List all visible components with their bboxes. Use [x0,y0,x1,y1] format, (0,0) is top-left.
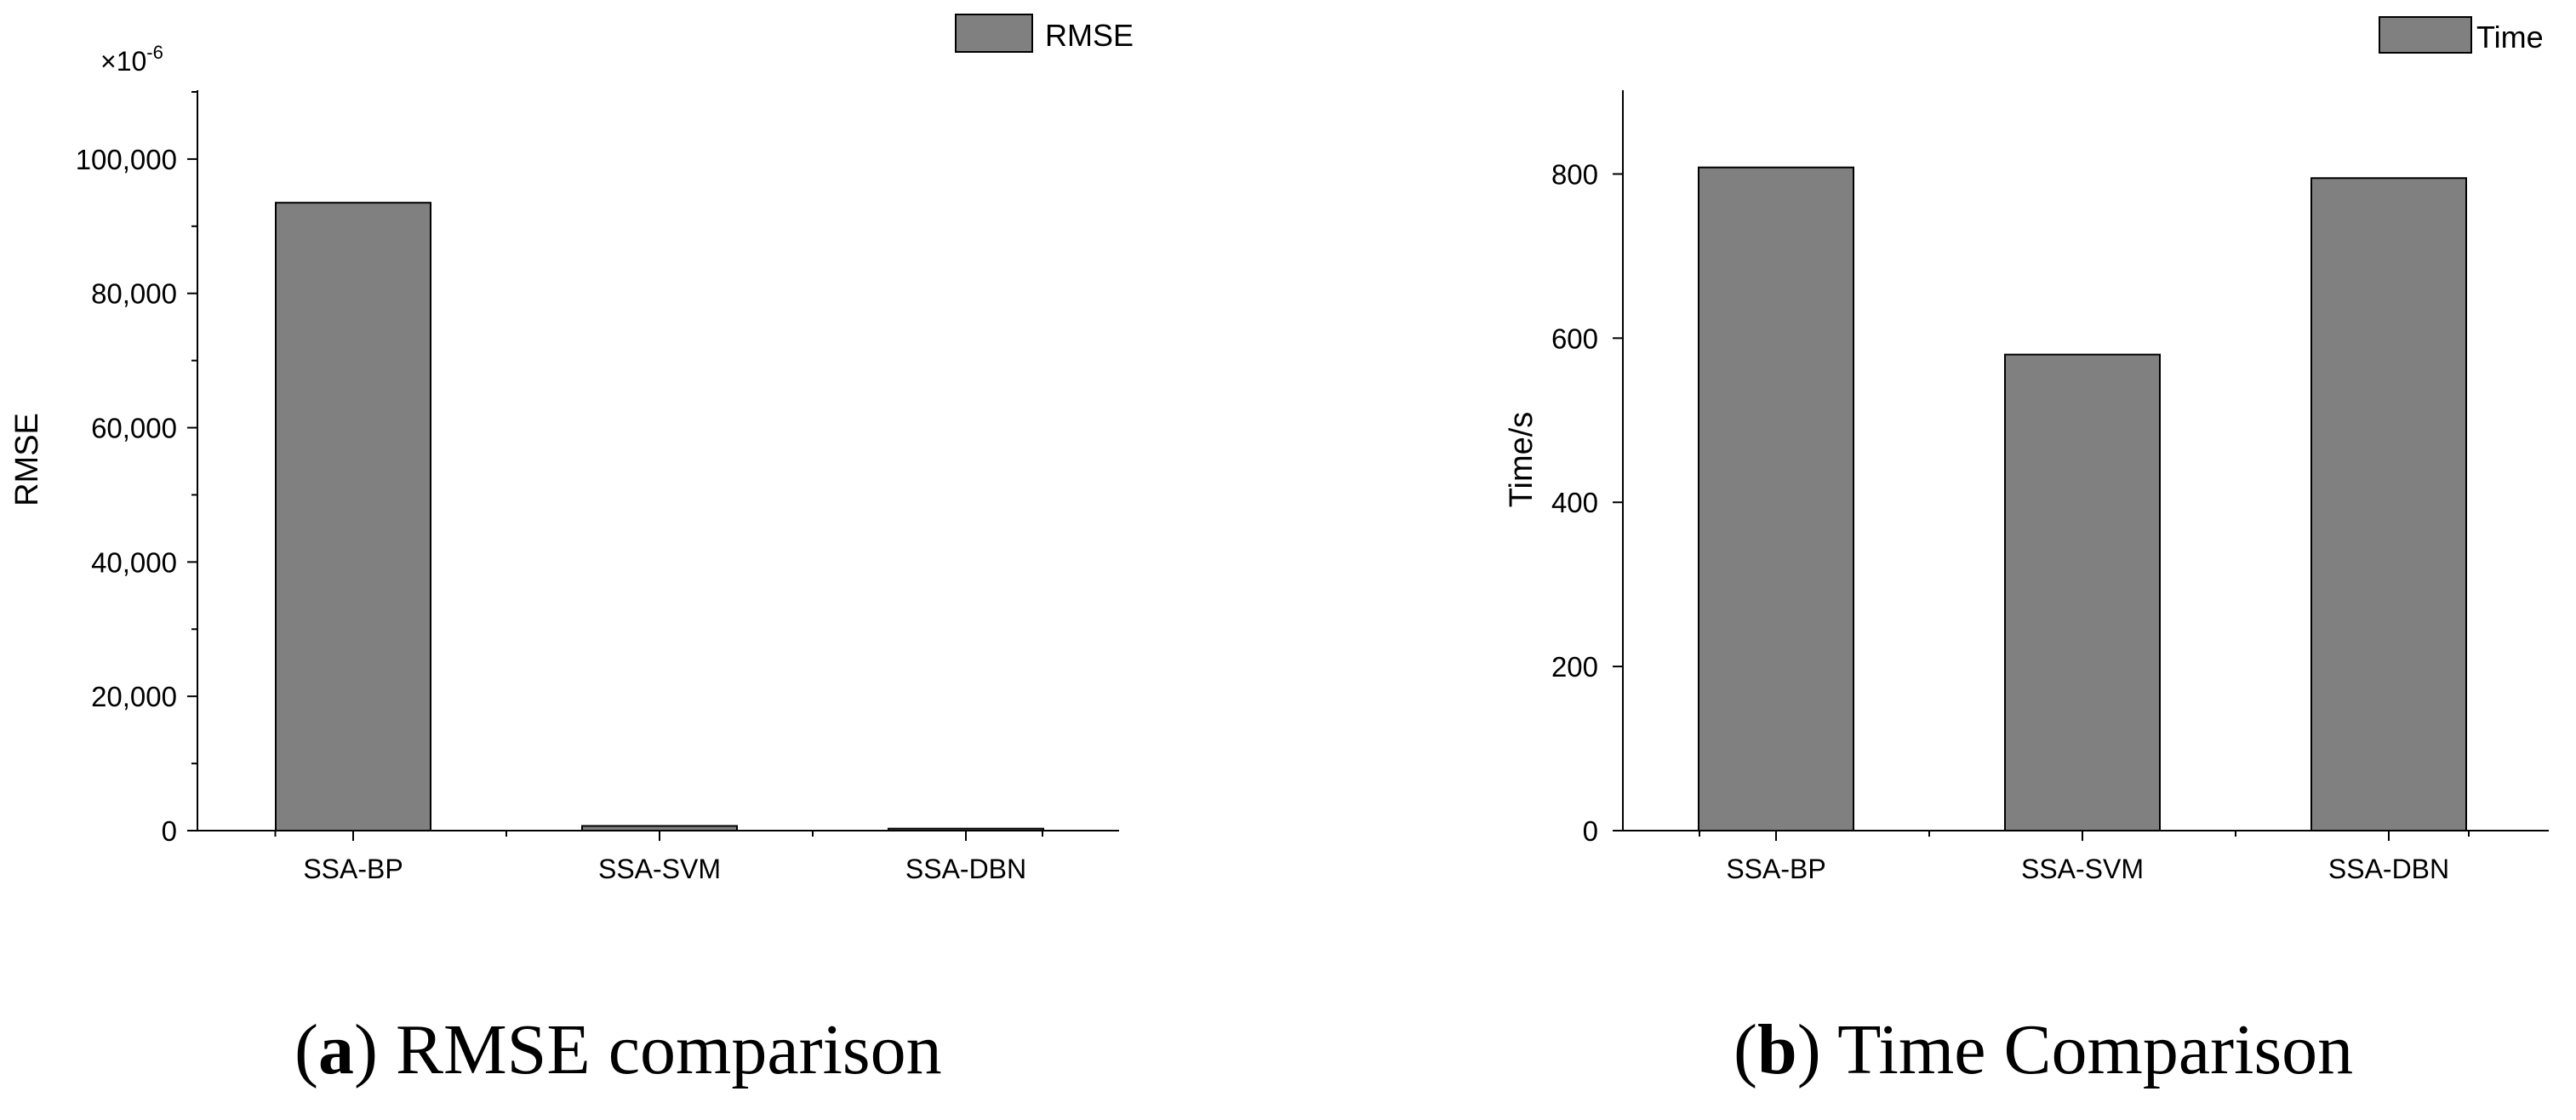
panel-a-y-tick-label: 100,000 [76,144,177,175]
panel-a-x-tick-label: SSA-SVM [598,854,721,884]
panel-a-y-axis-label: RMSE [9,413,45,506]
panel-b-bar-ssa-dbn [2310,177,2467,831]
panel-a-y-tick-label: 0 [162,815,177,847]
panel-b-y-tick-label: 400 [1551,487,1598,518]
panel-a-y-tick-label: 40,000 [91,546,177,578]
panel-b-y-tick-label: 200 [1551,651,1598,683]
panel-b-x-tick-label: SSA-BP [1726,854,1825,884]
panel-a-x-tick-label: SSA-DBN [905,854,1026,884]
panel-a-scale-exponent: -6 [146,42,163,63]
panel-a-x-tick-label: SSA-BP [303,854,403,884]
caption-a: (a) RMSE comparison [294,1010,942,1089]
panel-a-y-tick-label: 20,000 [91,681,177,712]
panel-a-y-tick-label: 80,000 [91,278,177,310]
caption-b: (b) Time Comparison [1734,1010,2354,1089]
panel-a-scale-base: ×10 [100,46,146,77]
panel-b-y-tick-label: 600 [1551,323,1598,354]
panel-b-y-axis-label: Time/s [1504,412,1539,508]
panel-b-x-tick-label: SSA-SVM [2021,854,2144,884]
panel-b-y-tick-label: 800 [1551,158,1598,190]
panel-a-y-tick-label: 60,000 [91,413,177,444]
panel-a-bar-ssa-bp [275,202,431,831]
panel-b-y-tick-label: 0 [1583,815,1598,847]
panel-b-legend-swatch [2379,16,2472,54]
panel-a-legend-swatch [955,14,1033,53]
panel-a-legend-label: RMSE [1045,18,1134,53]
panel-b-bar-ssa-svm [2004,353,2161,832]
panel-b-x-tick-label: SSA-DBN [2328,854,2449,884]
panel-a-scale-factor: ×10-6 [100,42,163,77]
panel-b-legend-label: Time [2476,20,2544,54]
panel-b-bar-ssa-bp [1698,166,1854,831]
